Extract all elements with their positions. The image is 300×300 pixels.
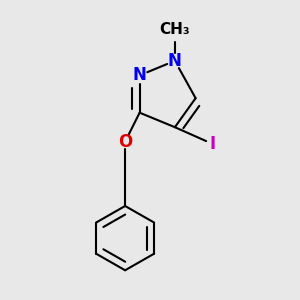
Text: CH₃: CH₃ — [160, 22, 190, 37]
Text: N: N — [133, 66, 147, 84]
Text: O: O — [118, 133, 132, 151]
Text: I: I — [209, 135, 215, 153]
Text: N: N — [168, 52, 182, 70]
